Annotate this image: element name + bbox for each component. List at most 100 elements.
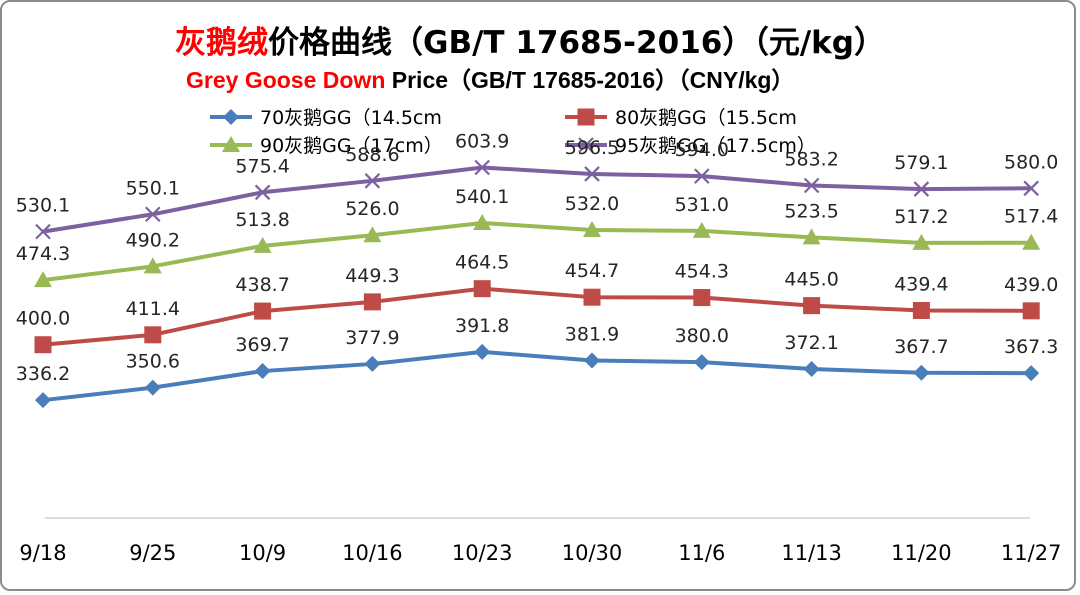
data-label: 517.4 — [1004, 206, 1058, 228]
chart-title-cn-highlight: 灰鹅绒 — [175, 25, 268, 61]
data-point-x — [474, 159, 490, 176]
data-point-diamond — [254, 363, 271, 380]
data-point-diamond — [474, 343, 491, 360]
data-point-square — [693, 289, 711, 307]
data-point-diamond — [693, 354, 710, 371]
data-label: 400.0 — [16, 308, 70, 330]
x-tick-labels: 9/18 9/25 10/9 10/16 10/23 10/30 11/6 11/13 11/2… — [19, 541, 1061, 565]
data-point-x — [364, 173, 381, 189]
data-point-diamond — [144, 379, 161, 396]
data-labels: 530.1 550.1 575.4 588.6 603.9 596.5 594.0 583.2… — [16, 131, 1059, 386]
x-tick-label: 10/16 — [342, 541, 403, 565]
legend-label: 90灰鹅GG（17cm） — [260, 135, 443, 157]
data-point-diamond — [35, 392, 51, 409]
series-line-square — [42, 286, 1032, 347]
data-point-triangle — [143, 257, 162, 274]
series-line-x — [42, 165, 1032, 234]
data-label: 391.8 — [455, 315, 509, 337]
series-line-diamond — [42, 349, 1032, 403]
data-point-triangle — [1022, 233, 1041, 250]
series-diamond — [35, 343, 1040, 409]
series-layer — [34, 159, 1041, 409]
data-label: 464.5 — [455, 252, 509, 274]
data-label: 474.3 — [16, 243, 70, 265]
series-triangle — [34, 213, 1041, 288]
data-point-x — [584, 166, 600, 182]
data-label: 490.2 — [126, 229, 180, 251]
legend-label: 70灰鹅GG（14.5cm — [260, 107, 442, 129]
data-point-square — [583, 288, 601, 306]
legend-marker — [578, 137, 594, 153]
data-point-x — [254, 184, 271, 201]
data-label: 530.1 — [16, 195, 70, 217]
data-point-x — [694, 168, 710, 184]
data-point-diamond — [364, 355, 381, 372]
data-point-square — [1022, 302, 1040, 320]
data-point-diamond — [584, 352, 600, 369]
data-point-triangle — [802, 228, 821, 245]
data-point-triangle — [692, 221, 711, 238]
legend-label: 95灰鹅GG（17.5cm） — [615, 135, 816, 157]
legend-item-x: 95灰鹅GG（17.5cm） — [565, 135, 816, 157]
data-point-triangle — [34, 271, 52, 288]
data-label: 380.0 — [675, 325, 729, 347]
series-x — [35, 159, 1039, 240]
data-label: 575.4 — [235, 155, 289, 177]
data-label: 377.9 — [345, 327, 399, 349]
chart-title-cn-rest: 价格曲线（GB/T 17685-2016）（元/kg） — [268, 25, 885, 61]
data-label: 350.6 — [126, 351, 180, 373]
data-label: 411.4 — [126, 298, 180, 320]
data-point-triangle — [253, 236, 272, 253]
data-label: 367.7 — [894, 336, 948, 358]
x-tick-label: 11/20 — [891, 541, 952, 565]
legend-marker — [223, 109, 239, 125]
x-tick-label: 11/27 — [1001, 541, 1062, 565]
legend: 70灰鹅GG（14.5cm 80灰鹅GG（15.5cm 90灰鹅GG（17cm） 95… — [210, 107, 816, 157]
data-point-x — [35, 223, 51, 240]
legend-item-square: 80灰鹅GG（15.5cm — [565, 107, 797, 129]
series-square — [34, 280, 1040, 354]
data-label: 336.2 — [16, 363, 70, 385]
x-tick-label: 10/23 — [452, 541, 513, 565]
data-point-x — [145, 206, 161, 223]
data-label: 526.0 — [345, 198, 399, 220]
data-point-square — [363, 293, 381, 311]
data-label: 596.5 — [565, 137, 619, 159]
data-point-x — [913, 181, 930, 197]
data-point-square — [803, 297, 821, 315]
data-label: 439.0 — [1004, 274, 1058, 296]
data-label: 603.9 — [455, 131, 509, 153]
data-label: 517.2 — [894, 206, 948, 228]
data-label: 381.9 — [565, 323, 619, 345]
data-label: 454.7 — [565, 260, 619, 282]
chart-title-en-highlight: Grey Goose Down — [186, 67, 385, 93]
data-label: 583.2 — [784, 149, 838, 171]
data-point-triangle — [583, 221, 601, 238]
data-label: 445.0 — [784, 269, 838, 291]
data-label: 580.0 — [1004, 151, 1058, 173]
x-tick-label: 10/9 — [239, 541, 286, 565]
data-point-diamond — [1023, 365, 1040, 382]
data-label: 438.7 — [235, 274, 289, 296]
data-label: 523.5 — [784, 200, 838, 222]
data-label: 550.1 — [126, 177, 180, 199]
chart-title-en: Grey Goose Down Price（GB/T 17685-2016）（C… — [186, 67, 794, 93]
data-point-diamond — [913, 364, 930, 381]
data-label: 531.0 — [675, 194, 729, 216]
legend-marker — [577, 108, 595, 126]
x-tick-label: 11/13 — [781, 541, 842, 565]
data-label: 439.4 — [894, 273, 948, 295]
x-tick-label: 10/30 — [562, 541, 623, 565]
x-tick-label: 9/25 — [129, 541, 176, 565]
legend-item-triangle: 90灰鹅GG（17cm） — [210, 135, 443, 157]
data-label: 579.1 — [894, 152, 948, 174]
data-label: 454.3 — [675, 261, 729, 283]
series-line-triangle — [42, 220, 1032, 283]
data-point-square — [473, 280, 491, 298]
data-label: 367.3 — [1004, 336, 1058, 358]
data-point-square — [254, 302, 272, 320]
data-point-x — [803, 177, 820, 194]
data-point-square — [34, 336, 52, 354]
